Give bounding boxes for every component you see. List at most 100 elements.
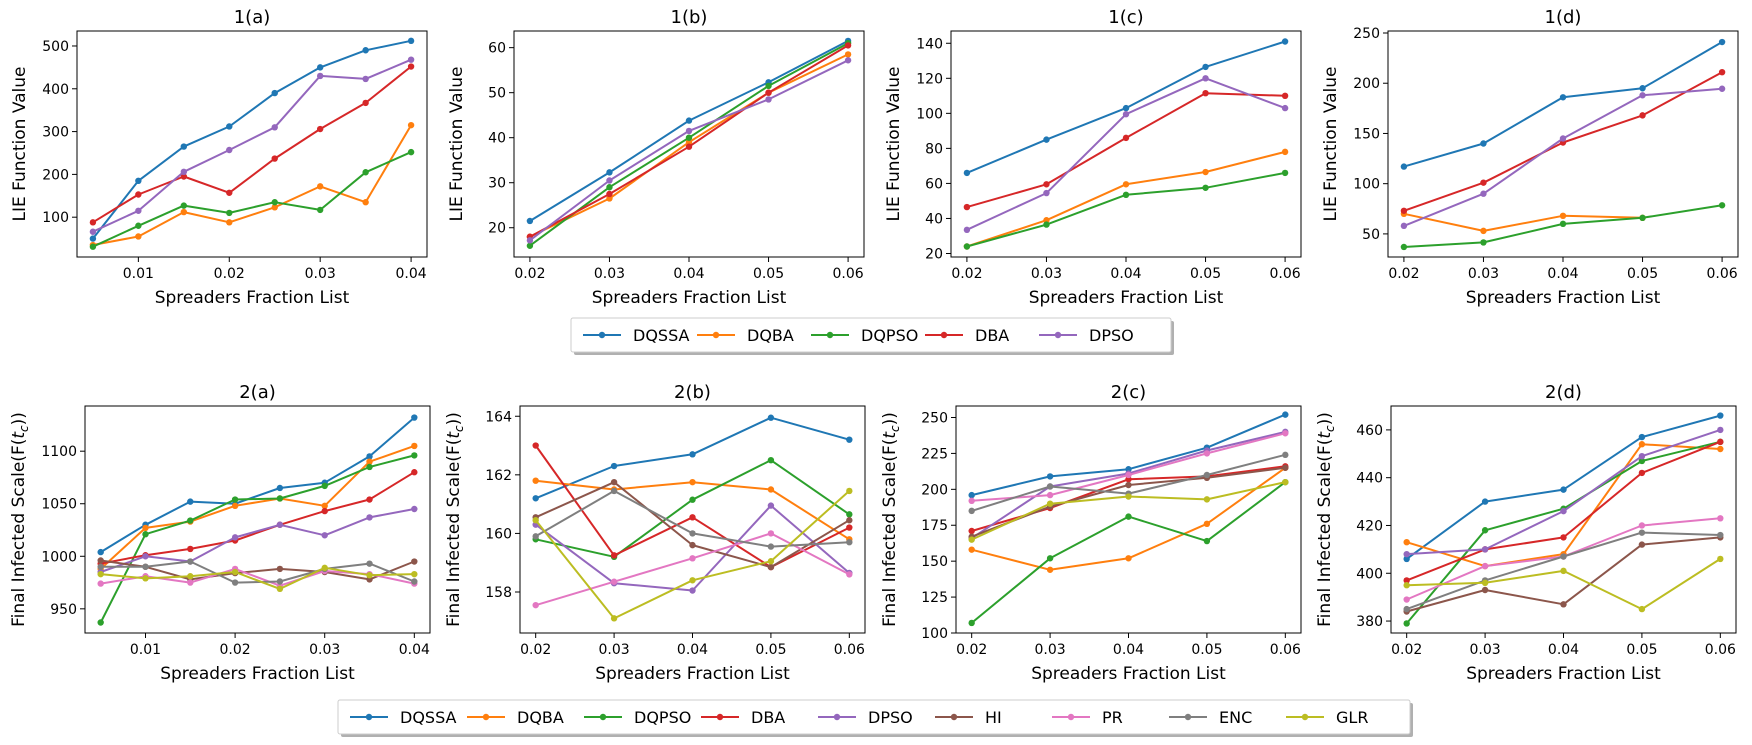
legend-top: DQSSA DQBA DQPSO DBA DPSO (570, 317, 1174, 355)
x-tick-label: 0.04 (399, 642, 430, 658)
x-tick-label: 0.02 (214, 266, 245, 282)
data-point (1043, 189, 1050, 197)
data-point (606, 177, 613, 184)
series-dpso (89, 56, 415, 235)
data-point (316, 64, 324, 71)
y-tick-label: 440 (1356, 471, 1383, 487)
legend-marker (599, 713, 607, 721)
data-point (685, 127, 693, 135)
data-point (1638, 469, 1646, 477)
data-point (968, 546, 975, 553)
series-dba (89, 63, 415, 226)
data-point (689, 496, 696, 503)
data-point (1403, 620, 1410, 627)
data-point (1282, 411, 1289, 418)
data-point (1638, 529, 1646, 536)
data-point (187, 558, 194, 565)
data-point (1203, 537, 1211, 545)
data-point (276, 578, 284, 585)
chart-title: 2(c) (1111, 382, 1146, 403)
series-dqssa (1403, 412, 1724, 563)
y-tick-label: 125 (921, 590, 948, 606)
data-point (135, 233, 142, 240)
data-point (1122, 134, 1130, 142)
y-tick-label: 150 (921, 554, 948, 570)
data-point (846, 524, 853, 531)
data-point (1046, 483, 1054, 490)
y-tick-label: 100 (1353, 177, 1380, 193)
legend-label: DBA (975, 326, 1009, 345)
chart-1b: 1(b) 0.02 0.03 0.04 0.05 0.06 20 30 40 50 60 Spread… (447, 7, 865, 308)
data-point (1403, 539, 1410, 546)
y-tick-label: 100 (42, 210, 69, 226)
data-point (689, 478, 696, 486)
y-tick-label: 250 (1353, 26, 1380, 42)
data-point (1560, 507, 1567, 515)
y-tick-label: 162 (485, 468, 512, 484)
x-tick-label: 0.04 (1547, 266, 1578, 282)
y-tick-label: 400 (1356, 566, 1383, 582)
y-tick-label: 140 (916, 36, 943, 52)
data-point (1481, 562, 1489, 570)
legend-label: GLR (1336, 708, 1368, 727)
data-point (1639, 92, 1646, 99)
data-point (1282, 451, 1289, 459)
y-tick-label: 175 (921, 518, 948, 534)
data-point (846, 517, 853, 524)
data-point (1718, 68, 1726, 76)
series-enc (532, 487, 853, 550)
y-tick-label: 120 (916, 71, 943, 87)
data-point (187, 545, 194, 553)
data-point (1202, 63, 1209, 71)
data-point (1282, 478, 1289, 486)
legend-marker (716, 713, 724, 721)
data-point (180, 208, 188, 216)
data-point (846, 436, 853, 443)
y-tick-label: 225 (921, 446, 948, 462)
data-point (1718, 85, 1726, 92)
data-point (407, 63, 415, 70)
legend-marker (482, 713, 490, 721)
y-axis-label-main: Final Infected Scale(F( (880, 439, 900, 627)
data-point (846, 511, 853, 518)
data-point (606, 184, 613, 191)
data-point (968, 527, 975, 535)
y-axis-label-var: t (1315, 431, 1335, 439)
data-point (1046, 555, 1054, 562)
data-point (1400, 163, 1408, 170)
data-point (271, 89, 278, 97)
data-point (1202, 184, 1209, 191)
y-axis-label-sub: c (17, 425, 31, 432)
series-line (92, 39, 412, 240)
data-point (610, 487, 618, 495)
data-point (844, 57, 852, 64)
legend-label: DPSO (1089, 326, 1134, 345)
x-tick-label: 0.03 (309, 642, 340, 658)
legend-label: DQBA (517, 708, 564, 727)
data-point (526, 237, 534, 244)
data-point (1122, 191, 1130, 199)
data-point (765, 82, 772, 90)
data-point (226, 209, 233, 217)
y-tick-label: 1050 (41, 497, 77, 513)
series-line (100, 444, 415, 570)
data-point (180, 202, 188, 209)
data-point (226, 219, 233, 226)
data-point (362, 99, 369, 107)
data-point (767, 502, 775, 509)
y-axis-label-end: )) (1315, 412, 1335, 425)
y-axis-label-var: t (444, 431, 464, 439)
data-point (610, 462, 618, 470)
data-point (411, 505, 418, 513)
chart-2a: 2(a) 0.01 0.02 0.03 0.04 950 1000 1050 1100 Sprea… (9, 382, 431, 684)
data-point (685, 134, 693, 141)
data-point (1403, 555, 1410, 563)
data-point (1403, 550, 1410, 558)
data-point (187, 517, 194, 524)
data-point (1400, 222, 1408, 230)
series-dpso (526, 57, 852, 244)
chart-2b: 2(b) 0.02 0.03 0.04 0.05 0.06 158 160 162 164 Spre… (444, 382, 866, 684)
data-point (1125, 513, 1132, 520)
data-point (97, 619, 104, 626)
y-axis-label-end: )) (9, 412, 29, 425)
